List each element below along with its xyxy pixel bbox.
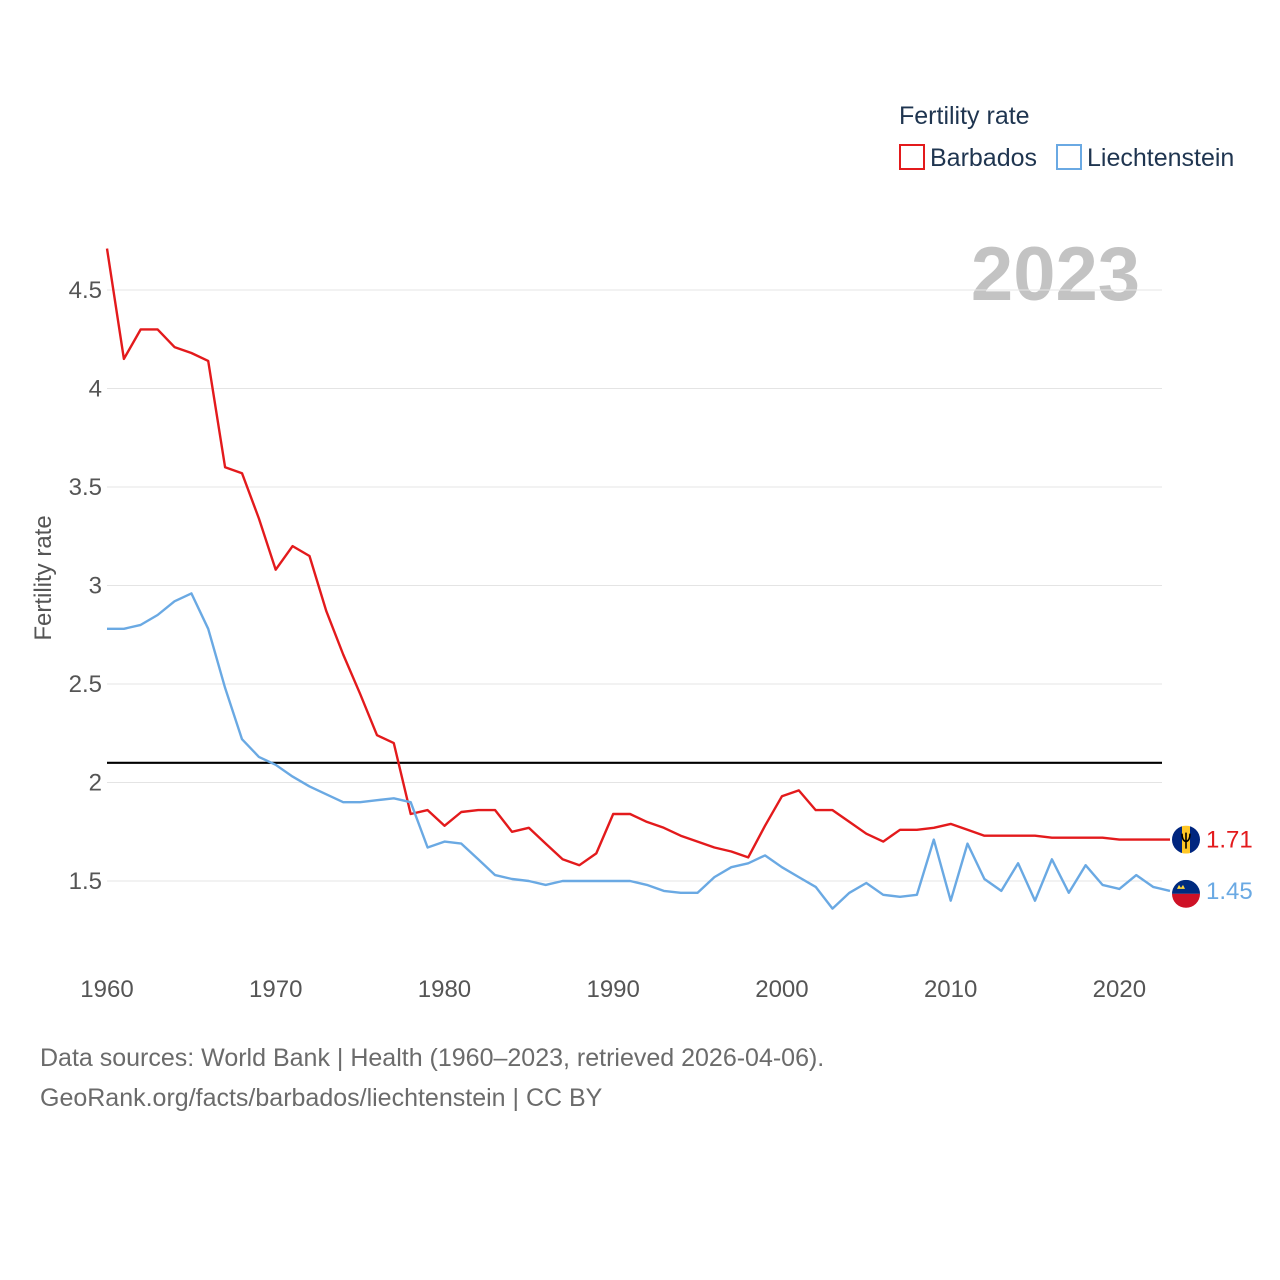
year-label: 2023 [971, 232, 1140, 317]
x-tick-label-2: 1980 [418, 976, 471, 1003]
y-tick-label-4: 3.5 [69, 474, 102, 501]
x-tick-label-1: 1970 [249, 976, 302, 1003]
series-line-liechtenstein[interactable] [107, 592, 1171, 910]
legend-swatch-liechtenstein[interactable] [1056, 144, 1082, 170]
legend-title: Fertility rate [899, 102, 1030, 130]
y-tick-label-0: 1.5 [69, 868, 102, 895]
series-line-barbados[interactable] [105, 248, 1170, 867]
y-axis-label: Fertility rate [30, 515, 57, 640]
x-axis-ticks: 1960 1970 1980 1990 2000 2010 2020 [80, 976, 1146, 1003]
end-value-liechtenstein: 1.45 [1206, 878, 1253, 905]
legend-swatch-barbados[interactable] [899, 144, 925, 170]
x-tick-label-6: 2020 [1093, 976, 1146, 1003]
x-tick-label-5: 2010 [924, 976, 977, 1003]
y-tick-label-2: 2.5 [69, 671, 102, 698]
footer-sources: Data sources: World Bank | Health (1960–… [40, 1044, 825, 1072]
footer-attribution[interactable]: GeoRank.org/facts/barbados/liechtenstein… [40, 1084, 603, 1112]
barbados-flag-icon [1172, 825, 1200, 854]
series-lines [105, 248, 1171, 910]
legend-label-barbados[interactable]: Barbados [930, 144, 1037, 172]
fertility-chart: Fertility rate Barbados Liechtenstein 20… [30, 102, 1253, 1003]
y-axis-ticks: 1.5 2 2.5 3 3.5 4 4.5 [69, 277, 102, 895]
end-value-barbados: 1.71 [1206, 827, 1253, 854]
liechtenstein-flag-icon [1172, 879, 1200, 908]
y-tick-label-1: 2 [89, 770, 102, 797]
x-tick-label-0: 1960 [80, 976, 133, 1003]
grid-lines [107, 289, 1162, 882]
x-tick-label-3: 1990 [586, 976, 639, 1003]
y-tick-label-3: 3 [89, 573, 102, 600]
legend-label-liechtenstein[interactable]: Liechtenstein [1087, 144, 1234, 172]
y-tick-label-6: 4.5 [69, 277, 102, 304]
y-tick-label-5: 4 [89, 376, 102, 403]
x-tick-label-4: 2000 [755, 976, 808, 1003]
